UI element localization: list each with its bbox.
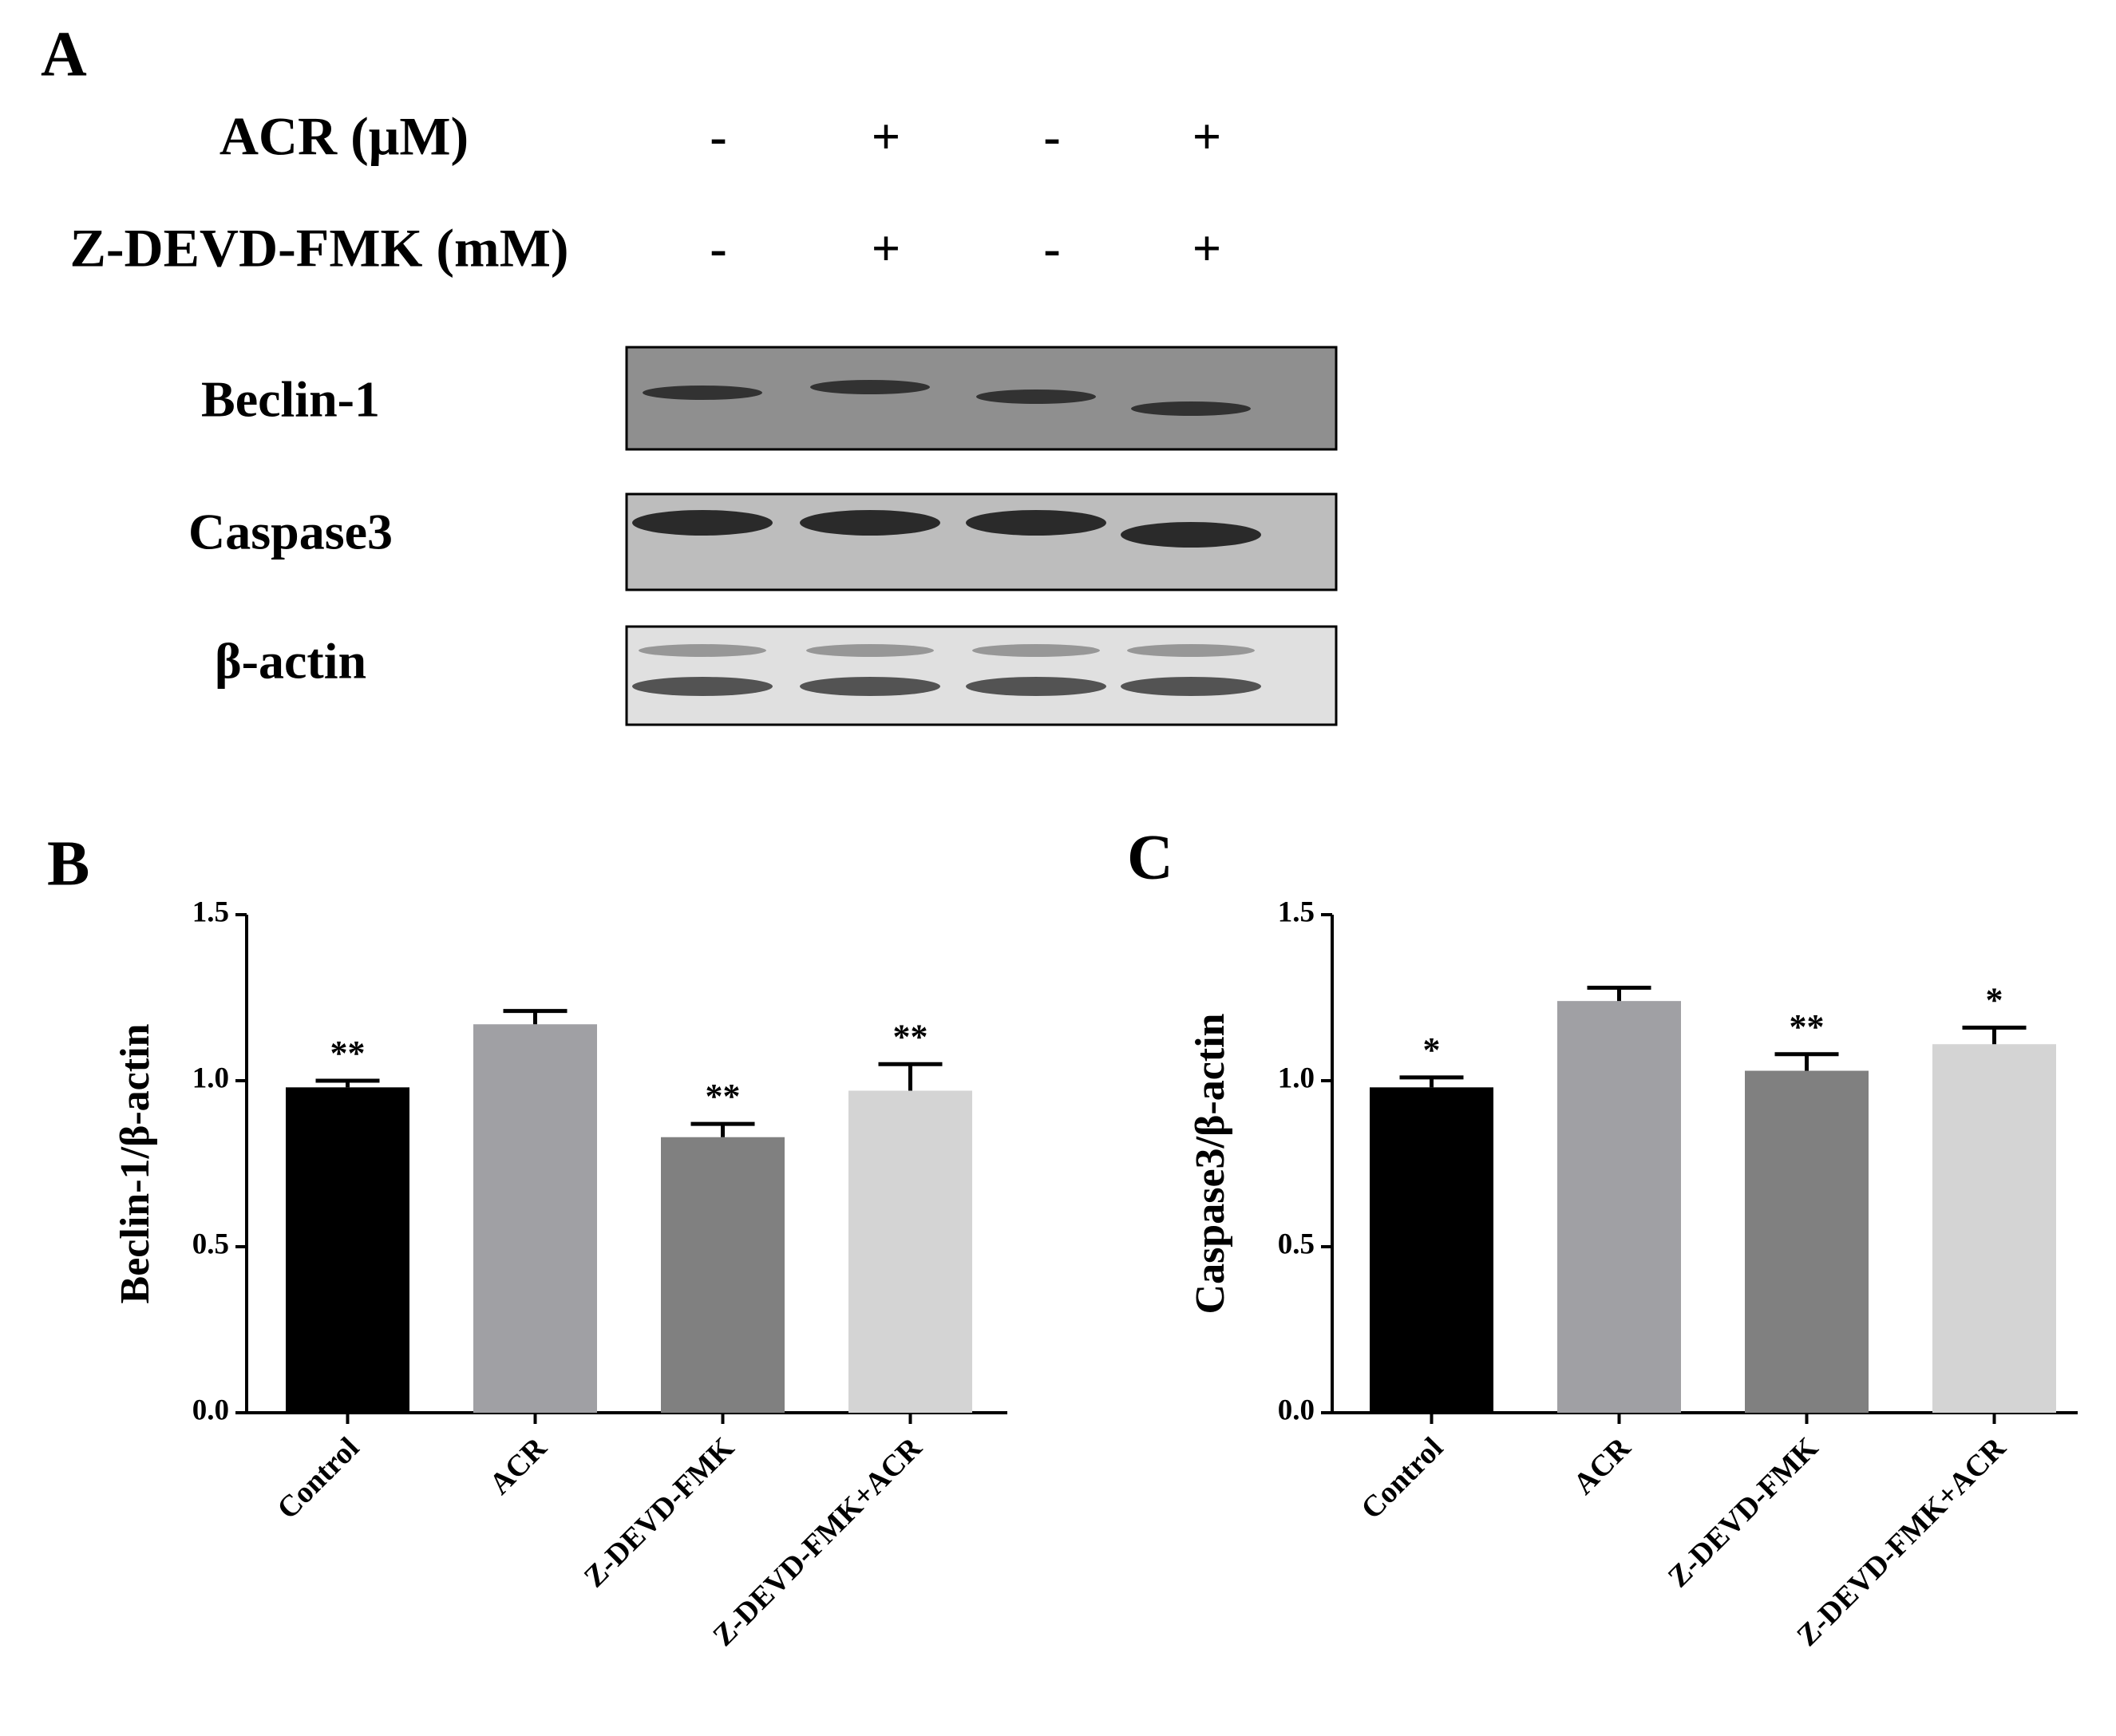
error-bar xyxy=(1399,1075,1464,1088)
blot-band xyxy=(639,644,766,657)
y-tick-label: 0.5 xyxy=(192,1228,229,1260)
band-label: Beclin-1 xyxy=(201,371,380,428)
blot-band xyxy=(976,390,1096,404)
bar xyxy=(1932,1044,2056,1413)
error-bar xyxy=(878,1062,943,1091)
significance-label: * xyxy=(1423,1030,1441,1070)
y-tick-label: 0.5 xyxy=(1278,1228,1315,1260)
error-bar xyxy=(1962,1025,2027,1045)
error-bar xyxy=(503,1009,568,1025)
x-tick-label: Z-DEVD-FMK xyxy=(1662,1431,1825,1595)
treatment-sign: - xyxy=(1043,220,1060,277)
error-bar xyxy=(1587,986,1651,1002)
band-label: β-actin xyxy=(215,633,366,690)
x-tick-label: Z-DEVD-FMK+ACR xyxy=(706,1430,928,1652)
y-tick-label: 1.0 xyxy=(192,1062,229,1094)
significance-label: ** xyxy=(330,1034,366,1073)
x-tick-label: Z-DEVD-FMK xyxy=(578,1431,742,1595)
error-bar xyxy=(315,1078,380,1088)
panel-label: B xyxy=(47,828,89,899)
y-tick-label: 1.5 xyxy=(1278,896,1315,928)
bar xyxy=(1745,1070,1869,1413)
treatment-sign: - xyxy=(710,109,726,165)
blot-band xyxy=(810,380,930,394)
bar xyxy=(286,1087,409,1413)
treatment-sign: - xyxy=(710,220,726,277)
y-axis-label: Beclin-1/β-actin xyxy=(113,1023,158,1303)
bar xyxy=(1370,1087,1493,1413)
y-tick-label: 0.0 xyxy=(192,1394,229,1426)
significance-label: * xyxy=(1986,981,2003,1020)
blot-band xyxy=(800,677,940,696)
panel-label: A xyxy=(41,19,87,89)
x-tick-label: ACR xyxy=(1567,1430,1637,1501)
bar xyxy=(473,1024,597,1413)
y-tick-label: 0.0 xyxy=(1278,1394,1315,1426)
bar xyxy=(661,1137,785,1413)
treatment-label: ACR (μM) xyxy=(220,106,469,167)
bar xyxy=(1557,1001,1681,1413)
error-bar xyxy=(1774,1052,1839,1071)
panel-label: C xyxy=(1127,822,1173,892)
treatment-sign: - xyxy=(1043,109,1060,165)
treatment-sign: + xyxy=(872,109,900,165)
blot-band xyxy=(632,510,773,536)
treatment-sign: + xyxy=(872,220,900,277)
error-bar xyxy=(690,1121,755,1137)
treatment-sign: + xyxy=(1192,220,1221,277)
blot-band xyxy=(972,644,1100,657)
y-tick-label: 1.0 xyxy=(1278,1062,1315,1094)
blot-band xyxy=(1127,644,1255,657)
significance-label: ** xyxy=(706,1077,741,1116)
treatment-label: Z-DEVD-FMK (mM) xyxy=(69,218,568,279)
blot-band xyxy=(1131,401,1251,416)
blot-band xyxy=(800,510,940,536)
x-tick-label: Control xyxy=(271,1431,366,1526)
y-axis-label: Caspase3/β-actin xyxy=(1188,1013,1233,1314)
blot-band xyxy=(1121,677,1261,696)
significance-label: ** xyxy=(1790,1007,1825,1046)
bar xyxy=(848,1090,972,1413)
y-tick-label: 1.5 xyxy=(192,896,229,928)
blot-band xyxy=(806,644,934,657)
blot-band xyxy=(632,677,773,696)
x-tick-label: Z-DEVD-FMK+ACR xyxy=(1790,1430,2012,1652)
significance-label: ** xyxy=(893,1017,928,1056)
blot-image xyxy=(625,625,1338,726)
blot-band xyxy=(643,386,762,400)
treatment-sign: + xyxy=(1192,109,1221,165)
x-tick-label: ACR xyxy=(483,1430,553,1501)
x-tick-label: Control xyxy=(1355,1431,1450,1526)
blot-band xyxy=(966,510,1106,536)
blot-band xyxy=(966,677,1106,696)
blot-band xyxy=(1121,522,1261,548)
band-label: Caspase3 xyxy=(188,504,393,560)
